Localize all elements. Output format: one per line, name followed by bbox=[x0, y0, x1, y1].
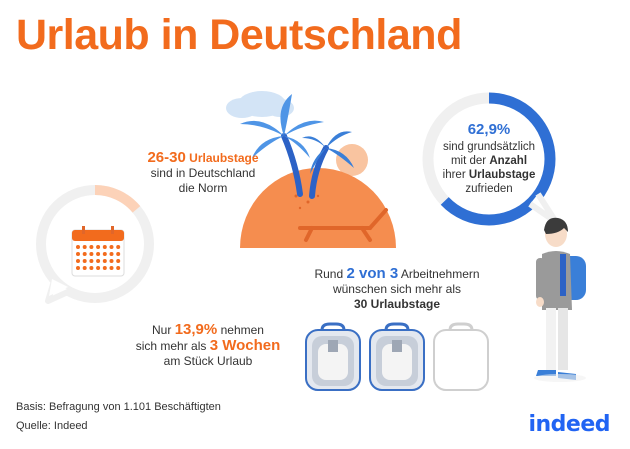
island-illustration bbox=[226, 91, 396, 248]
stat-satisfied-line5: zufrieden bbox=[465, 183, 513, 195]
stat-satisfied-percent: 62,9% bbox=[467, 121, 511, 138]
stat-days-number: 26-30 bbox=[147, 149, 186, 166]
stat-want-more-line3: 30 Urlaubstage bbox=[353, 297, 441, 311]
stat-want-more-prefix: Rund bbox=[314, 267, 344, 281]
stat-want-more-bold: 2 von 3 bbox=[346, 265, 399, 282]
stat-days-text: 26-30 Urlaubstage sind in Deutschland di… bbox=[128, 150, 278, 196]
indeed-logo: indeed bbox=[528, 412, 610, 437]
stat-three-weeks-percent: 13,9% bbox=[174, 321, 218, 338]
backpack-empty-3 bbox=[433, 322, 489, 391]
stat-three-weeks-weeks: 3 Wochen bbox=[209, 337, 281, 354]
satisfied-ring bbox=[422, 92, 559, 226]
backpacks-row bbox=[305, 322, 489, 391]
stat-three-weeks-line2: sich mehr als bbox=[135, 339, 207, 353]
stat-want-more-text: Rund 2 von 3 Arbeitnehmern wünschen sich… bbox=[288, 266, 506, 312]
stat-three-weeks-line3: am Stück Urlaub bbox=[163, 354, 253, 368]
person-illustration bbox=[534, 217, 586, 382]
stat-satisfied-line3-bold: Anzahl bbox=[489, 155, 528, 167]
footer-source: Quelle: Indeed bbox=[16, 420, 88, 432]
stat-three-weeks-text: Nur 13,9% nehmen sich mehr als 3 Wochen … bbox=[122, 322, 294, 369]
stat-days-line2: sind in Deutschland bbox=[150, 166, 256, 180]
beach-chair-icon bbox=[298, 208, 388, 242]
calendar-icon bbox=[71, 226, 125, 277]
stat-want-more-line2: wünschen sich mehr als bbox=[332, 282, 462, 296]
stat-satisfied-line4-bold: Urlaubstage bbox=[468, 169, 536, 181]
stat-days-line3: die Norm bbox=[178, 181, 228, 195]
backpack-filled-2 bbox=[369, 322, 425, 391]
stat-three-weeks-prefix: Nur bbox=[152, 323, 172, 337]
stat-satisfied-line4-prefix: ihrer bbox=[442, 169, 466, 181]
stat-days-bold: Urlaubstage bbox=[189, 151, 259, 165]
backpack-filled-1 bbox=[305, 322, 361, 391]
footer-basis: Basis: Befragung von 1.101 Beschäftigten bbox=[16, 401, 221, 413]
stat-satisfied-line3-prefix: mit der bbox=[450, 155, 487, 167]
stat-satisfied-text: 62,9% sind grundsätzlich mit der Anzahl … bbox=[428, 120, 550, 196]
page-title: Urlaub in Deutschland bbox=[16, 11, 462, 59]
stat-satisfied-line2: sind grundsätzlich bbox=[442, 141, 536, 153]
three-weeks-ring bbox=[36, 185, 154, 304]
sun-icon bbox=[336, 144, 368, 176]
stat-three-weeks-rest: nehmen bbox=[220, 323, 264, 337]
stat-want-more-rest: Arbeitnehmern bbox=[400, 267, 480, 281]
